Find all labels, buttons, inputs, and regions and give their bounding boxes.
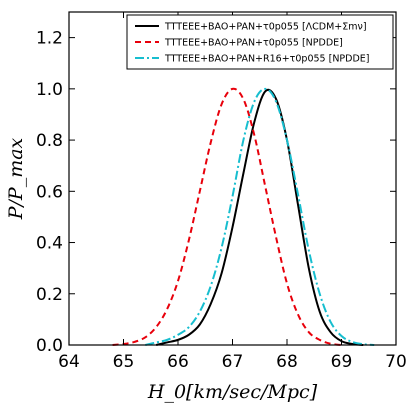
y-tick-label: 1.0 [36,80,63,100]
legend: TTTEEE+BAO+PAN+τ0p055 [ΛCDM+Σmν] TTTEEE+B… [126,14,394,70]
x-tick-label: 67 [222,352,244,372]
x-tick-label: 64 [58,352,80,372]
legend-label: TTTEEE+BAO+PAN+R16+τ0p055 [NPDDE] [164,54,370,65]
series-npdde-line [112,87,342,346]
x-tick-label: 68 [276,352,298,372]
y-tick-label: 0.8 [36,131,63,151]
x-tick-label: 66 [167,352,189,372]
legend-label: TTTEEE+BAO+PAN+τ0p055 [NPDDE] [164,38,343,49]
x-tick-label: 69 [331,352,353,372]
y-tick-label: 0.2 [36,285,63,305]
x-axis-label: H_0[km/sec/Mpc] [147,381,318,403]
legend-box [126,14,394,70]
y-axis-label: P/P_max [5,137,27,220]
series-lines [112,87,375,346]
axis-ticks: 64 65 66 67 68 69 70 0.0 0.2 0.4 0.6 0.8 1.0 1.2 [36,12,407,372]
series-npdde-r16-line [145,87,375,346]
y-tick-label: 1.2 [36,29,63,49]
y-tick-label: 0.4 [36,234,63,254]
y-tick-label: 0.0 [36,336,63,356]
y-tick-label: 0.6 [36,182,63,202]
series-lcdm-mnu-line [155,88,364,346]
legend-label: TTTEEE+BAO+PAN+τ0p055 [ΛCDM+Σmν] [164,22,367,33]
x-tick-label: 70 [385,352,407,372]
x-tick-label: 65 [113,352,135,372]
